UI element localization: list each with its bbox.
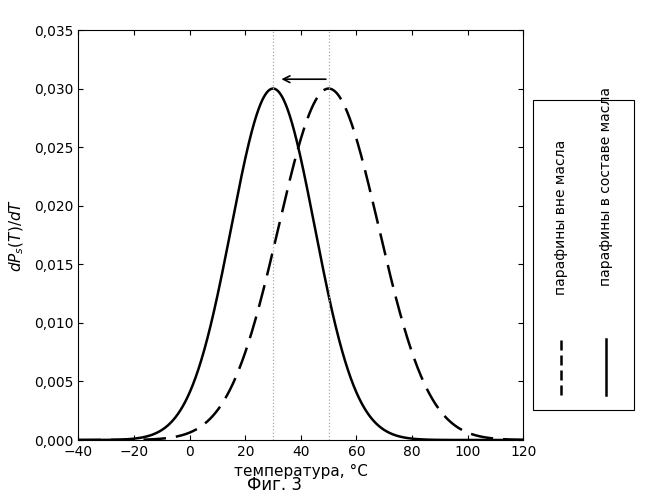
- парафины в составе масла: [264, 88, 272, 94]
- парафины вне масла: [325, 86, 333, 91]
- Text: Фиг. 3: Фиг. 3: [247, 476, 302, 494]
- парафины в составе масла: [126, 436, 133, 442]
- парафины вне масла: [519, 437, 527, 443]
- Y-axis label: $dP_s(T)/dT$: $dP_s(T)/dT$: [7, 198, 26, 272]
- парафины вне масла: [75, 437, 82, 443]
- X-axis label: температура, °C: температура, °C: [234, 464, 368, 479]
- парафины в составе масла: [152, 430, 160, 436]
- парафины в составе масла: [245, 140, 253, 145]
- парафины в составе масла: [519, 437, 527, 443]
- парафины вне масла: [463, 429, 471, 435]
- парафины в составе масла: [463, 437, 471, 443]
- Line: парафины вне масла: парафины вне масла: [78, 88, 523, 440]
- парафины в составе масла: [75, 437, 82, 443]
- парафины вне масла: [511, 436, 519, 442]
- Text: парафины в составе масла: парафины в составе масла: [599, 88, 613, 286]
- парафины вне масла: [126, 437, 133, 443]
- парафины вне масла: [245, 338, 253, 344]
- парафины вне масла: [264, 267, 272, 273]
- парафины в составе масла: [269, 86, 277, 91]
- парафины в составе масла: [511, 437, 519, 443]
- Text: парафины вне масла: парафины вне масла: [555, 140, 568, 296]
- парафины вне масла: [152, 436, 160, 442]
- Line: парафины в составе масла: парафины в составе масла: [78, 88, 523, 440]
